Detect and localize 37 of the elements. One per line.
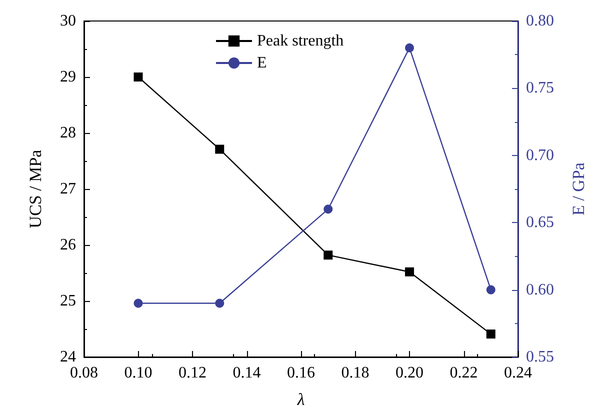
point [134, 298, 143, 308]
y-tick-label: 28 [60, 124, 76, 142]
point [215, 144, 224, 154]
x-tick-label: 0.08 [70, 364, 98, 382]
y2-tick-label: 0.65 [526, 214, 554, 232]
y-axis-title: UCS / MPa [26, 149, 45, 228]
point [324, 250, 333, 260]
x-tick-label: 0.16 [287, 364, 315, 382]
y2-tick-label: 0.70 [526, 146, 554, 164]
x-tick-label: 0.20 [396, 364, 424, 382]
legend-label: Peak strength [257, 32, 344, 50]
x-tick-label: 0.24 [504, 364, 532, 382]
point [324, 204, 333, 214]
point [486, 285, 496, 294]
x-axis-title: λ [296, 390, 305, 409]
y2-tick-label: 0.60 [526, 281, 554, 298]
x-tick-label: 0.14 [232, 364, 261, 382]
point [215, 298, 224, 308]
y2-axis-title: E / GPa [569, 162, 588, 216]
legend-label: E [257, 54, 267, 72]
y2-tick-label: 0.75 [526, 80, 554, 97]
y-tick-label: 26 [60, 236, 76, 254]
y-tick-label: 24 [60, 348, 76, 366]
x-tick-label: 0.12 [178, 364, 206, 382]
y-tick-label: 27 [60, 180, 76, 198]
x-tick-label: 0.22 [450, 364, 478, 382]
x-tick-label: 0.18 [341, 364, 370, 382]
point [486, 330, 496, 339]
point [405, 267, 414, 276]
point [405, 43, 414, 52]
y-tick-label: 30 [60, 12, 76, 30]
y2-tick-label: 0.55 [526, 348, 554, 366]
point [134, 72, 143, 82]
y-tick-label: 29 [60, 68, 76, 86]
y2-tick-label: 0.80 [526, 12, 554, 30]
y-tick-label: 25 [60, 292, 76, 310]
x-tick-label: 0.10 [124, 364, 152, 382]
